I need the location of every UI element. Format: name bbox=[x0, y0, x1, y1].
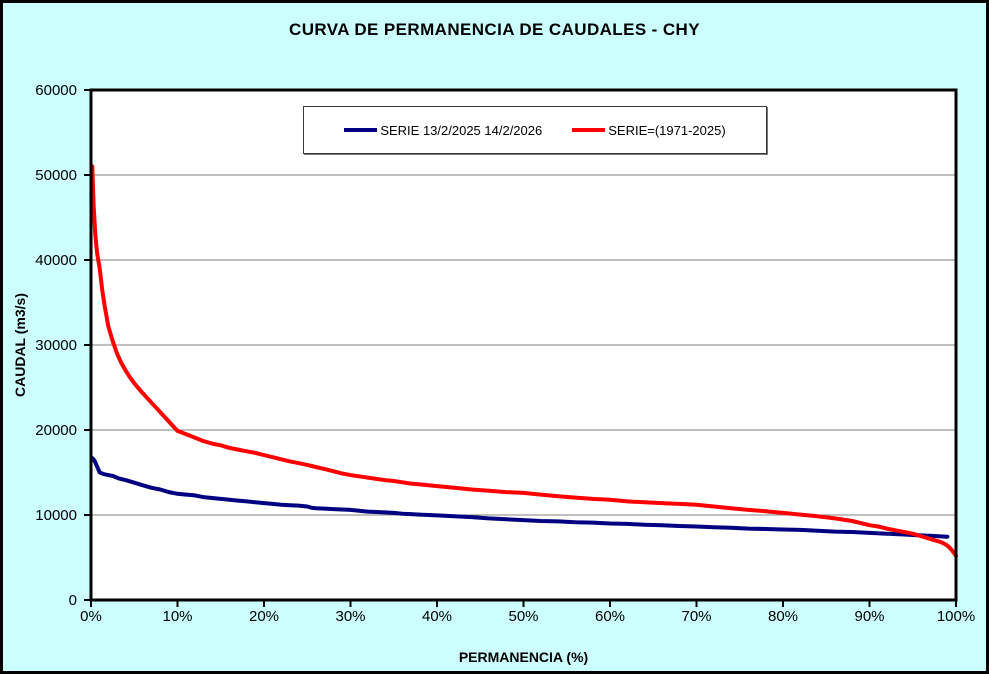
x-tick-label-80%: 80% bbox=[767, 608, 799, 625]
x-tick-label-100%: 100% bbox=[936, 608, 976, 625]
x-tick-label-0%: 0% bbox=[80, 608, 102, 625]
x-tick-label-70%: 70% bbox=[681, 608, 712, 625]
series-line-0 bbox=[90, 456, 950, 539]
legend-item-serie-2025-2026: SERIE 13/2/2025 14/2/2026 bbox=[344, 123, 542, 138]
x-tick-label-60%: 60% bbox=[594, 608, 626, 625]
legend-label-serie-2025-2026: SERIE 13/2/2025 14/2/2026 bbox=[380, 122, 543, 138]
x-tick-label-50%: 50% bbox=[508, 608, 539, 625]
y-tick-label-40000: 40000 bbox=[35, 252, 77, 269]
legend: SERIE 13/2/2025 14/2/2026 SERIE=(1971-20… bbox=[303, 106, 767, 154]
y-tick-label-0: 0 bbox=[68, 592, 77, 609]
x-axis-title: PERMANENCIA (%) bbox=[458, 649, 589, 665]
x-tick-label-40%: 40% bbox=[421, 608, 453, 625]
legend-label-serie-1971-2025: SERIE=(1971-2025) bbox=[608, 122, 726, 138]
y-tick-label-50000: 50000 bbox=[35, 167, 77, 184]
plot-border bbox=[89, 88, 958, 602]
legend-line-swatch-blue bbox=[344, 128, 378, 132]
y-tick-label-60000: 60000 bbox=[35, 82, 77, 99]
y-tick-label-20000: 20000 bbox=[35, 422, 77, 439]
y-tick-label-30000: 30000 bbox=[35, 337, 77, 354]
plot-area bbox=[84, 88, 958, 607]
legend-item-serie-1971-2025: SERIE=(1971-2025) bbox=[572, 122, 726, 138]
x-tick-label-90%: 90% bbox=[854, 608, 885, 625]
x-tick-label-20%: 20% bbox=[248, 608, 280, 625]
legend-line-swatch-red bbox=[572, 128, 606, 132]
chart-title: CURVA DE PERMANENCIA DE CAUDALES - CHY bbox=[289, 20, 700, 39]
x-tick-label-10%: 10% bbox=[162, 608, 193, 625]
x-tick-label-30%: 30% bbox=[335, 608, 366, 625]
series-line-1 bbox=[90, 164, 958, 558]
y-tick-label-10000: 10000 bbox=[35, 507, 77, 524]
